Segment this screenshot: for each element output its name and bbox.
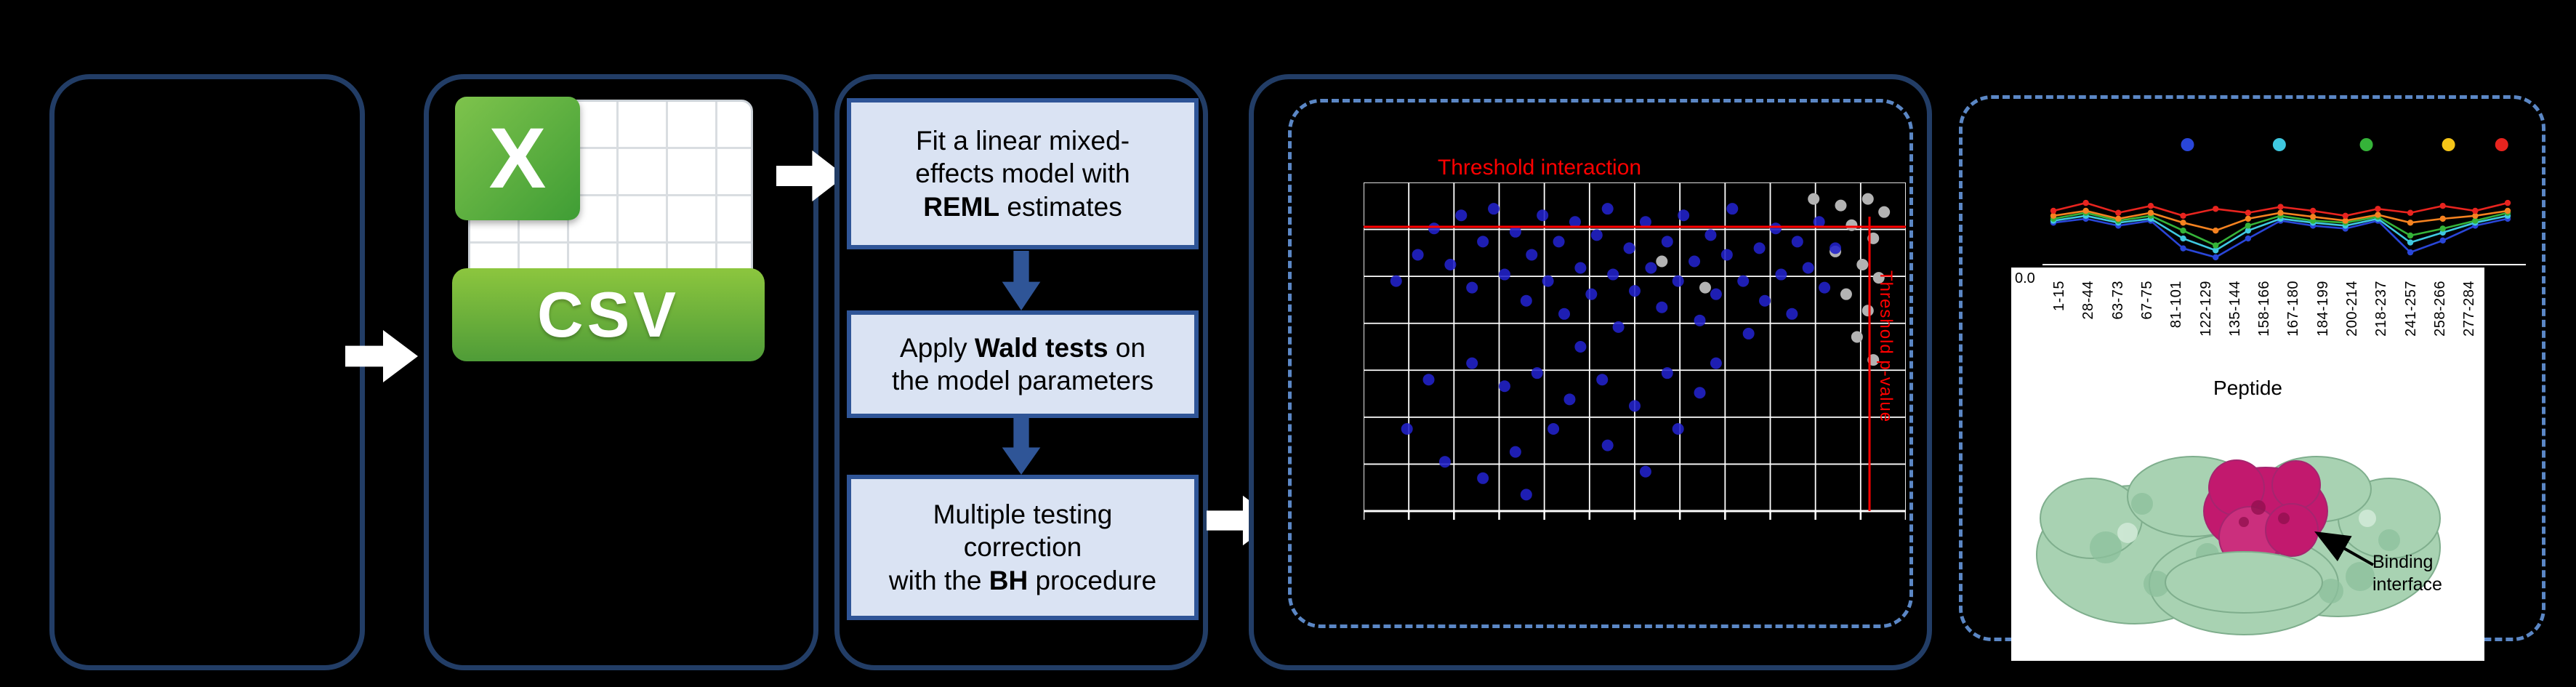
input-data-panel (49, 74, 365, 670)
y-axis-tick-label: 0.0 (2015, 270, 2035, 286)
binding-interface-label: Binding interface (2372, 552, 2442, 595)
peptide-results-card: 0.0 1-15 28-44 63-73 67-75 81-101 122-129 135-… (2011, 268, 2484, 661)
csv-file-icon: X CSV (452, 92, 765, 379)
peptide-axis-title: Peptide (2213, 377, 2282, 399)
csv-file-panel: X CSV (424, 74, 818, 670)
statistical-pipeline-panel: Fit a linear mixed- effects model with R… (834, 74, 1208, 670)
step-1-text: Fit a linear mixed- effects model with R… (915, 126, 1130, 222)
binding-interface-arrow (2314, 531, 2374, 566)
step-2-text: Apply Wald tests on the model parameters (892, 332, 1154, 395)
step-3-text: Multiple testing correction with the BH … (888, 499, 1157, 595)
step-arrow-2 (1002, 418, 1041, 475)
protein-structure-image (2036, 456, 2441, 635)
binding-domain-shadows (2239, 500, 2290, 527)
step-2-box: Apply Wald tests on the model parameters (847, 310, 1199, 418)
csv-banner-label: CSV (452, 268, 765, 361)
step-arrow-1 (1002, 251, 1041, 310)
volcano-plot-dashed-frame (1288, 99, 1913, 628)
threshold-interaction-label: Threshold interaction (1437, 156, 1642, 180)
protein-foreground-lobe (2165, 551, 2323, 614)
step-3-box: Multiple testing correction with the BH … (847, 475, 1199, 620)
volcano-plot-panel (1249, 74, 1932, 670)
scatter-plot-svg (1364, 182, 1906, 520)
step-1-box: Fit a linear mixed- effects model with R… (847, 98, 1199, 249)
threshold-pvalue-label: Threshold p-value (1876, 270, 1896, 423)
excel-x-logo: X (455, 97, 580, 220)
profile-chart-svg (2042, 138, 2526, 265)
